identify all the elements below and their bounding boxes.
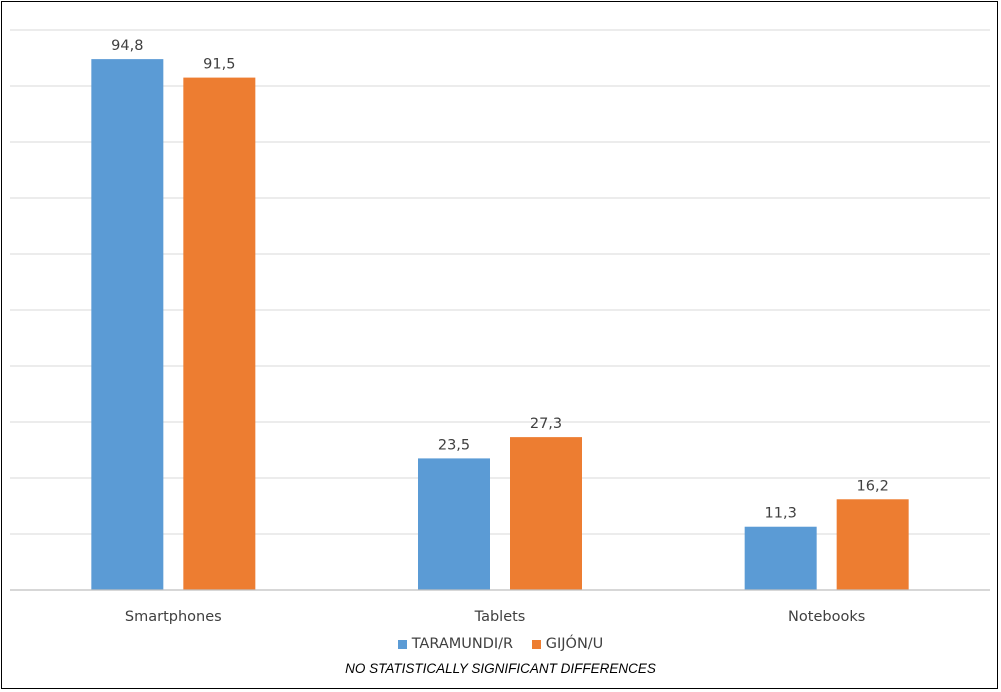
category-label-smartphones: Smartphones xyxy=(125,609,222,625)
legend-swatch-gijon xyxy=(531,639,541,649)
bar-smartphones-taramundi-r xyxy=(91,59,164,591)
bar-tablets-gij-n-u xyxy=(510,437,582,590)
category-label-tablets: Tablets xyxy=(474,609,526,625)
value-label-tablets-gij-n-u: 27,3 xyxy=(530,416,562,432)
significance-note: NO STATISTICALLY SIGNIFICANT DIFFERENCES xyxy=(345,661,656,676)
legend-item-gijon: GIJÓN/U xyxy=(531,636,604,652)
legend-label-taramundi: TARAMUNDI/R xyxy=(411,636,514,652)
bar-tablets-taramundi-r xyxy=(418,458,490,590)
bar-smartphones-gij-n-u xyxy=(183,77,256,591)
bar-notebooks-taramundi-r xyxy=(744,526,817,590)
value-label-notebooks-gij-n-u: 16,2 xyxy=(857,478,889,494)
value-label-smartphones-taramundi-r: 94,8 xyxy=(111,38,143,54)
legend-item-taramundi: TARAMUNDI/R xyxy=(397,636,514,652)
bar-notebooks-gij-n-u xyxy=(836,499,909,590)
legend-swatch-taramundi xyxy=(397,639,407,649)
category-label-notebooks: Notebooks xyxy=(788,609,865,625)
value-label-tablets-taramundi-r: 23,5 xyxy=(438,437,470,453)
value-label-notebooks-taramundi-r: 11,3 xyxy=(765,506,797,522)
legend: TARAMUNDI/R GIJÓN/U xyxy=(0,636,1001,653)
legend-label-gijon: GIJÓN/U xyxy=(545,636,604,652)
value-label-smartphones-gij-n-u: 91,5 xyxy=(203,57,235,73)
